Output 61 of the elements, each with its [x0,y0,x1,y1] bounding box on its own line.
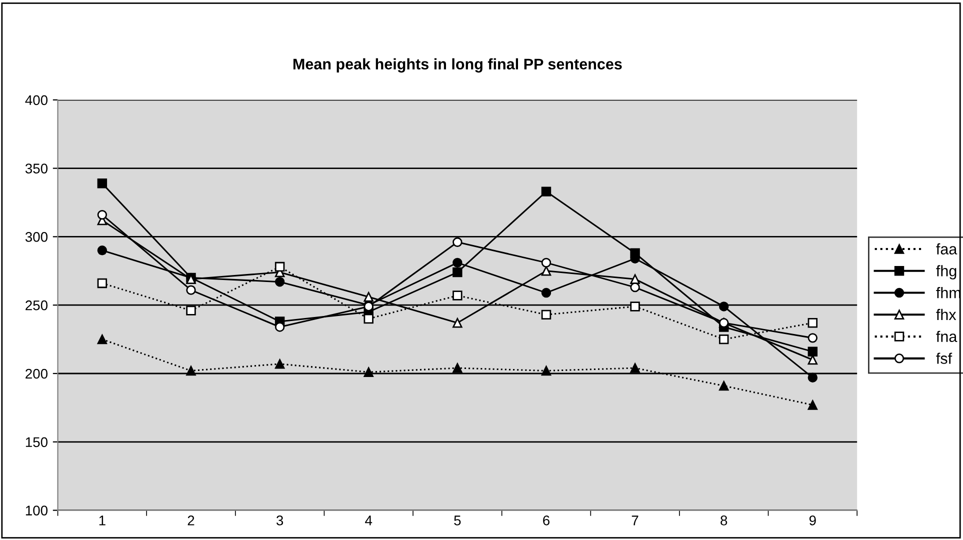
point [541,186,552,196]
point [452,267,462,278]
point [808,346,818,356]
legend-label: fhx [936,308,956,320]
point [186,306,196,316]
point [808,318,818,328]
point [630,282,640,292]
point [808,372,818,382]
legend-label: faa [936,243,958,254]
point [186,366,196,376]
x-tick-label: 6 [543,516,550,526]
legend-label: fna [936,330,958,342]
point [274,262,285,272]
point [718,334,729,344]
point [630,363,640,373]
point [452,237,462,248]
point [541,266,552,276]
point [274,359,285,369]
chart-title: Mean peak heights in long final PP sentences [293,58,622,73]
point [808,400,818,410]
point [274,276,285,287]
y-tick-label: 400 [25,95,48,106]
point [97,278,108,288]
y-tick-label: 200 [26,368,48,379]
point [630,302,640,312]
legend-label: fsf [936,352,952,364]
point [97,178,108,188]
point [364,292,374,302]
x-tick-label: 8 [720,516,728,526]
x-tick-label: 9 [809,516,816,526]
y-tick-label: 350 [25,164,48,174]
x-tick-label: 5 [454,516,461,526]
y-tick-label: 300 [25,232,48,242]
y-tick-label: 100 [26,506,48,516]
point [97,246,108,256]
point [186,285,196,295]
point [541,366,552,376]
point [718,318,729,328]
x-tick-label: 4 [365,516,372,526]
point [808,333,818,343]
point [541,288,552,298]
point [541,310,552,320]
point [452,258,462,268]
point [452,290,462,300]
legend-label: fhg [936,265,956,280]
point [97,210,108,220]
point [452,318,462,328]
point [541,258,552,268]
point [274,322,285,332]
y-tick-label: 150 [26,437,48,448]
x-tick-label: 7 [632,516,638,526]
point [364,314,374,324]
x-tick-label: 3 [276,516,284,526]
point [364,367,374,377]
y-tick-label: 250 [26,300,48,310]
point [452,363,462,373]
point [97,334,108,344]
x-tick-label: 2 [188,516,194,526]
x-tick-label: 1 [99,516,106,526]
point [718,380,729,391]
point [718,302,729,312]
